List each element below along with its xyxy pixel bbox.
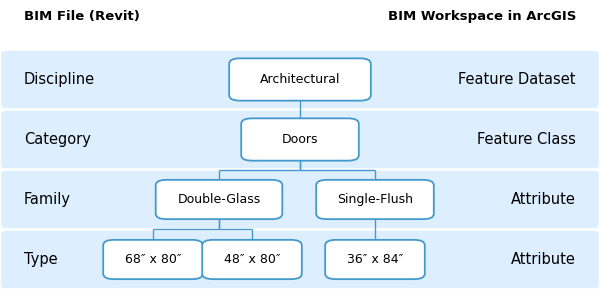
Text: Attribute: Attribute — [511, 252, 576, 267]
FancyBboxPatch shape — [1, 111, 599, 168]
FancyBboxPatch shape — [316, 180, 434, 219]
Text: BIM File (Revit): BIM File (Revit) — [24, 10, 140, 23]
Text: Architectural: Architectural — [260, 73, 340, 86]
FancyBboxPatch shape — [1, 51, 599, 108]
FancyBboxPatch shape — [155, 180, 282, 219]
Text: Discipline: Discipline — [24, 72, 95, 87]
FancyBboxPatch shape — [241, 118, 359, 161]
FancyBboxPatch shape — [229, 58, 371, 101]
Text: Double-Glass: Double-Glass — [178, 193, 260, 206]
Text: Doors: Doors — [282, 133, 318, 146]
FancyBboxPatch shape — [103, 240, 203, 279]
FancyBboxPatch shape — [1, 231, 599, 288]
Text: 36″ x 84″: 36″ x 84″ — [347, 253, 403, 266]
FancyBboxPatch shape — [325, 240, 425, 279]
Text: Family: Family — [24, 192, 71, 207]
Text: 68″ x 80″: 68″ x 80″ — [125, 253, 181, 266]
FancyBboxPatch shape — [1, 171, 599, 228]
Text: Type: Type — [24, 252, 58, 267]
Text: Category: Category — [24, 132, 91, 147]
FancyBboxPatch shape — [202, 240, 302, 279]
Text: Feature Dataset: Feature Dataset — [458, 72, 576, 87]
Text: BIM Workspace in ArcGIS: BIM Workspace in ArcGIS — [388, 10, 576, 23]
Text: Attribute: Attribute — [511, 192, 576, 207]
Text: Feature Class: Feature Class — [477, 132, 576, 147]
Text: Single-Flush: Single-Flush — [337, 193, 413, 206]
Text: 48″ x 80″: 48″ x 80″ — [224, 253, 280, 266]
